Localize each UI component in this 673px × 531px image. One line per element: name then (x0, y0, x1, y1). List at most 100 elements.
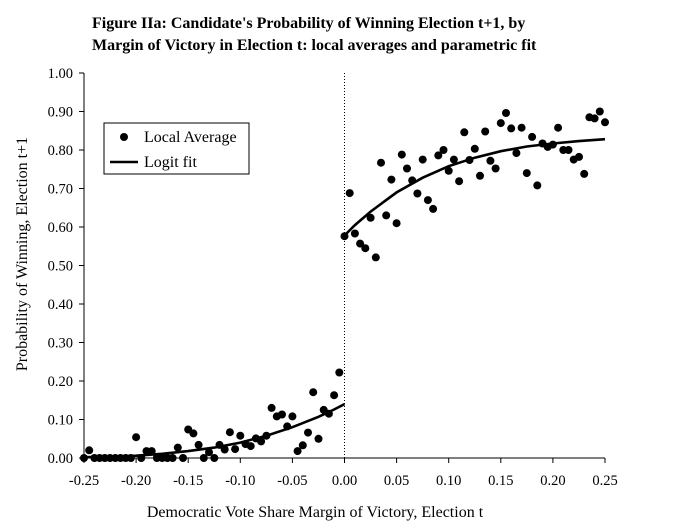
local-average-point (194, 440, 203, 449)
local-average-point (548, 140, 557, 149)
local-average-point (262, 431, 271, 440)
local-average-point (304, 428, 312, 437)
y-tick-label: 0.70 (48, 182, 73, 198)
local-average-point (80, 454, 88, 462)
local-average-point (418, 155, 427, 164)
local-average-point (283, 422, 292, 431)
x-axis-label: Democratic Vote Share Margin of Victory,… (147, 504, 484, 521)
y-tick-label: 0.80 (48, 143, 73, 159)
local-average-point (590, 114, 599, 123)
local-average-point (199, 454, 208, 462)
local-average-point (470, 144, 479, 153)
local-average-point (361, 244, 370, 253)
local-average-point (189, 429, 198, 438)
local-average-point (210, 454, 219, 462)
y-tick-label: 0.20 (48, 374, 73, 390)
local-average-point (246, 442, 255, 451)
local-average-point (205, 448, 213, 457)
local-average-point (366, 213, 375, 222)
local-average-point (439, 146, 448, 154)
y-tick-label: 0.90 (48, 105, 73, 121)
x-tick-label: 0.00 (332, 473, 357, 489)
x-tick-label: -0.20 (121, 473, 151, 489)
x-tick-label: 0.25 (592, 473, 617, 489)
local-average-point (465, 156, 474, 164)
local-average-point (392, 219, 401, 228)
local-average-point (387, 175, 396, 184)
local-average-point (132, 433, 141, 442)
local-average-point (601, 118, 609, 127)
local-average-point (449, 155, 458, 164)
local-average-point (517, 123, 526, 132)
local-average-point (476, 171, 484, 180)
local-average-point (429, 204, 438, 213)
local-average-point (554, 123, 563, 132)
legend: Local Average Logit fit (103, 122, 250, 175)
local-average-point (486, 156, 495, 165)
x-tick-label: -0.25 (69, 473, 99, 489)
local-average-point (403, 164, 411, 173)
local-average-point (564, 146, 573, 154)
local-average-point (215, 440, 224, 449)
chart-title: Figure IIa: Candidate's Probability of W… (92, 13, 652, 57)
local-average-point (298, 441, 307, 450)
local-average-point (220, 445, 229, 454)
local-average-point (345, 189, 354, 198)
y-axis-label: Probability of Winning, Election t+1 (14, 137, 31, 371)
local-average-point (408, 176, 417, 185)
local-average-point (293, 447, 302, 456)
local-average-point (528, 132, 537, 141)
local-average-point (397, 150, 406, 159)
x-tick-label: 0.05 (384, 473, 409, 489)
local-average-point (340, 232, 349, 241)
local-average-point (444, 166, 453, 175)
x-tick-label: 0.20 (540, 473, 565, 489)
legend-label-logit-fit: Logit fit (144, 154, 197, 171)
local-average-point (575, 152, 583, 161)
local-average-point (330, 391, 339, 400)
y-tick-label: 0.40 (48, 297, 73, 313)
local-average-point (309, 388, 318, 397)
local-average-point (126, 454, 135, 462)
local-average-point (377, 158, 385, 167)
legend-box (103, 122, 250, 175)
local-average-point (179, 454, 187, 462)
local-average-point (231, 445, 240, 454)
logit-fit-segment (343, 137, 606, 237)
y-tick-label: 1.00 (48, 66, 73, 82)
local-average-point (382, 211, 391, 220)
x-tick-label: 0.15 (488, 473, 513, 489)
y-tick-label: 0.10 (48, 413, 73, 429)
local-average-point (434, 151, 443, 160)
local-average-point (288, 412, 297, 421)
axes: 0.00 0.10 0.20 0.30 0.40 0.50 0.60 0.70 0.80 0.90… (48, 66, 618, 489)
local-average-point (335, 368, 344, 377)
local-average-point (371, 253, 380, 262)
local-average-point (413, 189, 422, 198)
local-average-point (512, 149, 521, 158)
local-average-point (168, 454, 177, 462)
local-average-point (85, 446, 94, 455)
y-tick-label: 0.30 (48, 336, 73, 352)
local-average-point (267, 403, 276, 412)
local-average-point (507, 124, 516, 133)
local-average-point (595, 107, 604, 116)
local-average-point (236, 431, 245, 440)
local-average-point (460, 128, 469, 137)
chart-title-line-2: Margin of Victory in Election t: local a… (92, 37, 537, 54)
legend-label-local-average: Local Average (144, 129, 237, 146)
local-average-point (257, 437, 266, 446)
local-average-point (278, 410, 286, 419)
local-average-points (80, 107, 609, 462)
x-tick-label: -0.05 (277, 473, 307, 489)
y-tick-label: 0.50 (48, 259, 73, 275)
legend-marker-local-average (120, 133, 128, 141)
local-average-point (314, 434, 323, 443)
local-average-point (225, 428, 234, 437)
local-average-point (324, 409, 333, 418)
local-average-point (496, 119, 505, 128)
local-average-point (350, 229, 359, 238)
local-average-point (147, 447, 156, 456)
y-tick-label: 0.60 (48, 220, 73, 236)
